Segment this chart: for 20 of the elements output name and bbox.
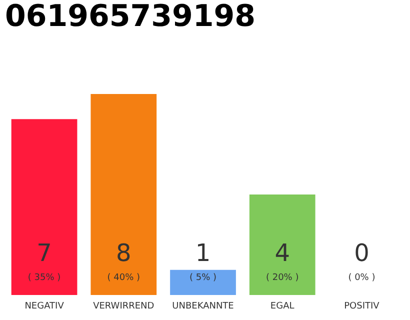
data-label: ( 40% )	[107, 273, 140, 283]
data-label: ( 35% )	[28, 273, 61, 283]
annotation: 1	[195, 239, 211, 267]
x-tick-label: UNBEKANNTE	[172, 302, 234, 312]
data-label: ( 5% )	[189, 273, 217, 283]
bar	[170, 270, 236, 295]
data-label: ( 20% )	[266, 273, 299, 283]
bar	[249, 194, 316, 295]
bar	[11, 119, 78, 295]
x-tick-label: VERWIRREND	[93, 302, 154, 312]
annotation: 0	[354, 239, 370, 267]
annotation: 4	[274, 239, 290, 267]
x-tick-label: EGAL	[270, 302, 294, 312]
annotation: 8	[116, 239, 132, 267]
x-tick-label: NEGATIV	[24, 302, 65, 312]
chart-title: 061965739198	[5, 0, 256, 34]
data-label: ( 0% )	[348, 273, 376, 283]
bar	[90, 94, 157, 295]
annotation: 7	[36, 239, 52, 267]
x-tick-label: POSITIV	[344, 302, 380, 312]
